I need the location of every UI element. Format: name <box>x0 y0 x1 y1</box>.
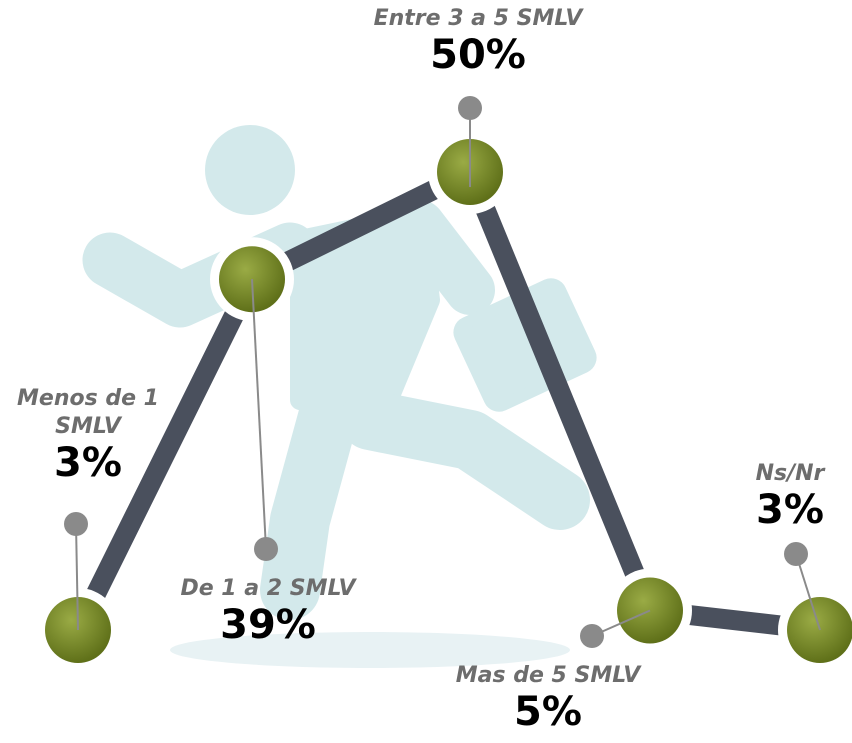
page: (() => { const data = JSON.parse(documen… <box>0 0 852 743</box>
connector-dot <box>784 542 808 566</box>
category-label: Menos de 1 SMLV <box>0 385 178 441</box>
connector-dot <box>580 624 604 648</box>
connector-dot <box>458 96 482 120</box>
category-label: Entre 3 a 5 SMLV <box>348 5 608 33</box>
connector-dot <box>254 537 278 561</box>
value-label: 39% <box>158 603 378 647</box>
value-label: 50% <box>368 33 588 77</box>
category-label: Mas de 5 SMLV <box>418 662 678 690</box>
category-label: De 1 a 2 SMLV <box>138 575 398 603</box>
value-label: 3% <box>680 488 852 532</box>
value-label: 5% <box>438 690 658 734</box>
category-label: Ns/Nr <box>730 460 850 488</box>
chart <box>0 0 852 743</box>
value-label: 3% <box>0 441 198 485</box>
connector-dot <box>64 512 88 536</box>
